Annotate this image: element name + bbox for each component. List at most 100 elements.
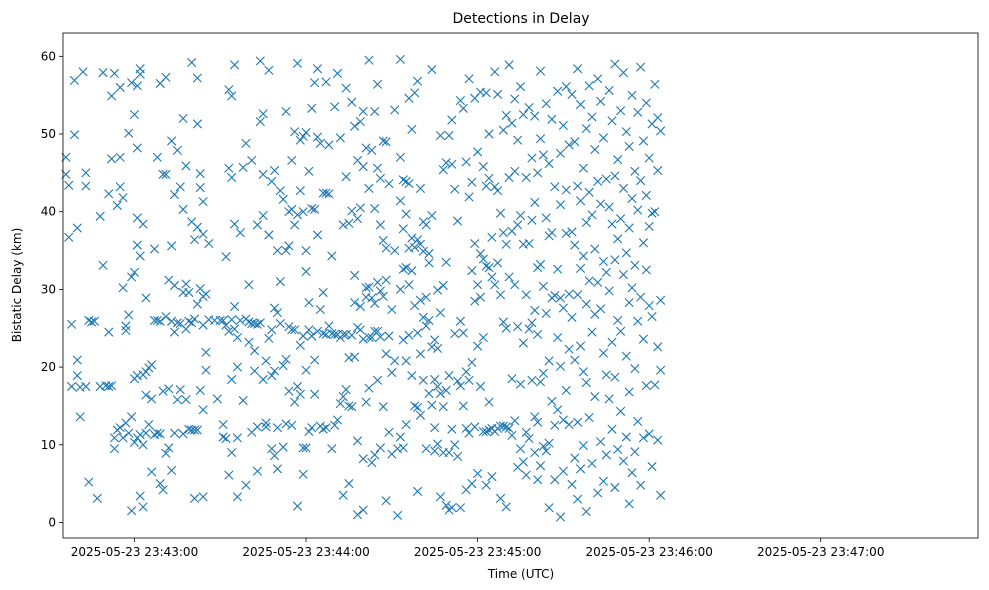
data-point-marker	[461, 423, 471, 434]
data-point-marker	[161, 448, 171, 458]
data-point-marker	[381, 137, 391, 147]
data-point-marker	[587, 458, 597, 469]
data-point-marker	[404, 330, 414, 340]
data-point-marker	[84, 477, 94, 487]
data-point-marker	[432, 439, 443, 449]
data-point-marker	[424, 315, 434, 326]
data-point-marker	[484, 397, 494, 407]
data-point-marker	[581, 378, 591, 388]
data-point-marker	[378, 235, 388, 246]
data-point-marker	[535, 377, 546, 387]
data-point-marker	[613, 315, 623, 326]
y-tick-label: 0	[48, 515, 56, 529]
data-point-marker	[573, 417, 583, 427]
data-point-marker	[370, 203, 380, 214]
data-point-marker	[412, 235, 423, 245]
data-point-marker	[601, 267, 611, 277]
data-point-marker	[478, 254, 488, 264]
data-point-marker	[421, 444, 431, 454]
data-point-marker	[535, 66, 546, 76]
data-point-marker	[189, 235, 200, 245]
data-point-marker	[464, 192, 474, 202]
data-point-marker	[470, 238, 480, 249]
data-point-marker	[644, 429, 654, 439]
data-point-marker	[464, 375, 474, 385]
data-point-marker	[184, 316, 194, 326]
data-point-marker	[307, 103, 317, 113]
data-point-marker	[633, 205, 643, 215]
data-point-marker	[564, 344, 574, 354]
data-point-marker	[564, 289, 574, 299]
data-point-marker	[524, 238, 534, 249]
data-point-marker	[390, 245, 400, 256]
data-point-marker	[550, 291, 560, 301]
data-point-marker	[332, 68, 343, 78]
data-point-marker	[66, 381, 77, 392]
data-point-marker	[621, 351, 631, 361]
data-point-marker	[350, 270, 360, 280]
data-point-marker	[598, 133, 609, 143]
data-point-marker	[553, 86, 563, 96]
data-point-marker	[192, 425, 202, 435]
data-point-marker	[295, 186, 305, 196]
data-point-marker	[610, 372, 620, 382]
data-point-marker	[538, 368, 548, 378]
data-point-marker	[627, 468, 637, 478]
data-point-marker	[198, 405, 208, 415]
data-point-marker	[355, 203, 365, 213]
data-point-marker	[161, 169, 171, 179]
data-point-marker	[364, 183, 374, 193]
data-point-marker	[375, 286, 385, 296]
data-point-marker	[398, 335, 408, 345]
data-point-marker	[570, 240, 580, 250]
data-point-marker	[481, 261, 491, 271]
data-point-marker	[510, 416, 520, 426]
data-point-marker	[498, 125, 508, 135]
data-point-marker	[78, 67, 88, 77]
data-point-marker	[478, 332, 488, 343]
x-tick-label: 2025-05-23 23:44:00	[242, 545, 369, 559]
data-point-marker	[527, 215, 537, 225]
data-point-marker	[69, 130, 80, 140]
data-point-marker	[267, 176, 277, 186]
data-point-marker	[610, 255, 620, 265]
data-point-marker	[69, 75, 80, 85]
data-point-marker	[641, 265, 651, 275]
data-point-marker	[72, 355, 82, 365]
data-point-marker	[621, 432, 631, 442]
data-point-marker	[478, 426, 488, 437]
data-point-marker	[118, 193, 128, 203]
data-point-marker	[212, 394, 222, 404]
data-point-marker	[89, 316, 100, 326]
data-point-marker	[524, 324, 534, 334]
data-point-marker	[450, 184, 460, 194]
data-point-marker	[321, 188, 331, 198]
data-point-marker	[95, 211, 105, 221]
data-point-marker	[295, 389, 305, 399]
data-point-marker	[227, 172, 237, 183]
data-point-marker	[412, 402, 423, 413]
data-point-marker	[252, 422, 263, 432]
data-point-marker	[272, 245, 283, 256]
data-point-marker	[524, 102, 534, 113]
data-point-marker	[181, 279, 191, 289]
data-point-marker	[518, 338, 528, 348]
data-point-marker	[650, 79, 660, 89]
data-point-marker	[338, 490, 348, 500]
data-point-marker	[653, 113, 663, 123]
data-point-marker	[192, 222, 202, 232]
data-point-marker	[338, 329, 348, 340]
data-point-marker	[624, 387, 634, 397]
data-point-marker	[347, 330, 357, 340]
data-point-marker	[252, 319, 263, 329]
data-point-marker	[367, 293, 377, 303]
x-tick-label: 2025-05-23 23:45:00	[414, 545, 541, 559]
data-point-marker	[135, 491, 145, 501]
data-point-marker	[518, 109, 528, 120]
data-point-marker	[249, 346, 260, 356]
data-point-marker	[453, 451, 463, 462]
data-point-marker	[195, 385, 205, 395]
data-point-marker	[441, 158, 451, 168]
data-point-marker	[541, 308, 551, 319]
data-point-marker	[558, 120, 568, 131]
